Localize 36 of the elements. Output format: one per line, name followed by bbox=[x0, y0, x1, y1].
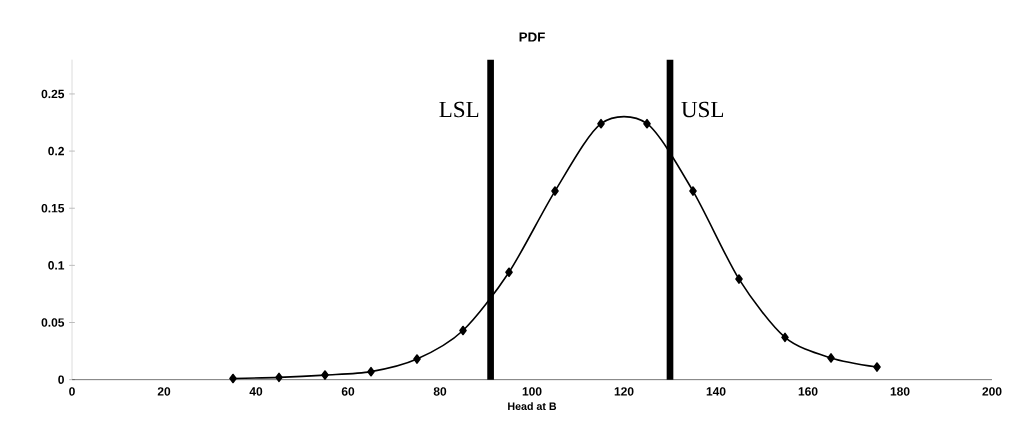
y-tick-label: 0.1 bbox=[48, 261, 65, 270]
point bbox=[827, 353, 835, 363]
point bbox=[873, 362, 881, 372]
y-tick-label: 0.15 bbox=[41, 203, 65, 213]
chart-title: PDF bbox=[519, 32, 545, 42]
x-tick-label: 160 bbox=[798, 387, 818, 396]
point bbox=[597, 118, 605, 129]
x-tick-label: 40 bbox=[249, 387, 263, 396]
point bbox=[781, 332, 789, 343]
point bbox=[551, 186, 559, 196]
point bbox=[275, 372, 283, 383]
x-tick-label: 60 bbox=[341, 387, 355, 396]
point bbox=[643, 118, 651, 129]
point bbox=[229, 373, 237, 384]
x-tick-label: 80 bbox=[433, 387, 447, 396]
x-tick-label: 140 bbox=[706, 387, 726, 396]
point bbox=[367, 366, 375, 377]
ref-line-label: LSL bbox=[439, 101, 479, 118]
y-tick-label: 0.2 bbox=[48, 146, 64, 156]
x-axis-title: Head at B bbox=[508, 402, 557, 411]
x-tick-label: 200 bbox=[982, 387, 1002, 396]
point bbox=[459, 325, 467, 336]
y-tick-label: 0.25 bbox=[41, 89, 65, 99]
point bbox=[413, 354, 421, 364]
y-tick-label: 0 bbox=[58, 375, 64, 384]
x-tick-label: 20 bbox=[157, 387, 171, 396]
x-tick-label: 180 bbox=[890, 387, 910, 396]
x-tick-label: 100 bbox=[522, 387, 542, 396]
x-tick-label: 0 bbox=[69, 387, 75, 396]
point bbox=[689, 186, 697, 196]
x-tick-label: 120 bbox=[614, 387, 634, 396]
point bbox=[321, 370, 329, 380]
y-tick-label: 0.05 bbox=[41, 318, 65, 327]
point bbox=[735, 274, 743, 284]
point bbox=[505, 267, 513, 278]
ref-line-label: USL bbox=[681, 101, 724, 118]
